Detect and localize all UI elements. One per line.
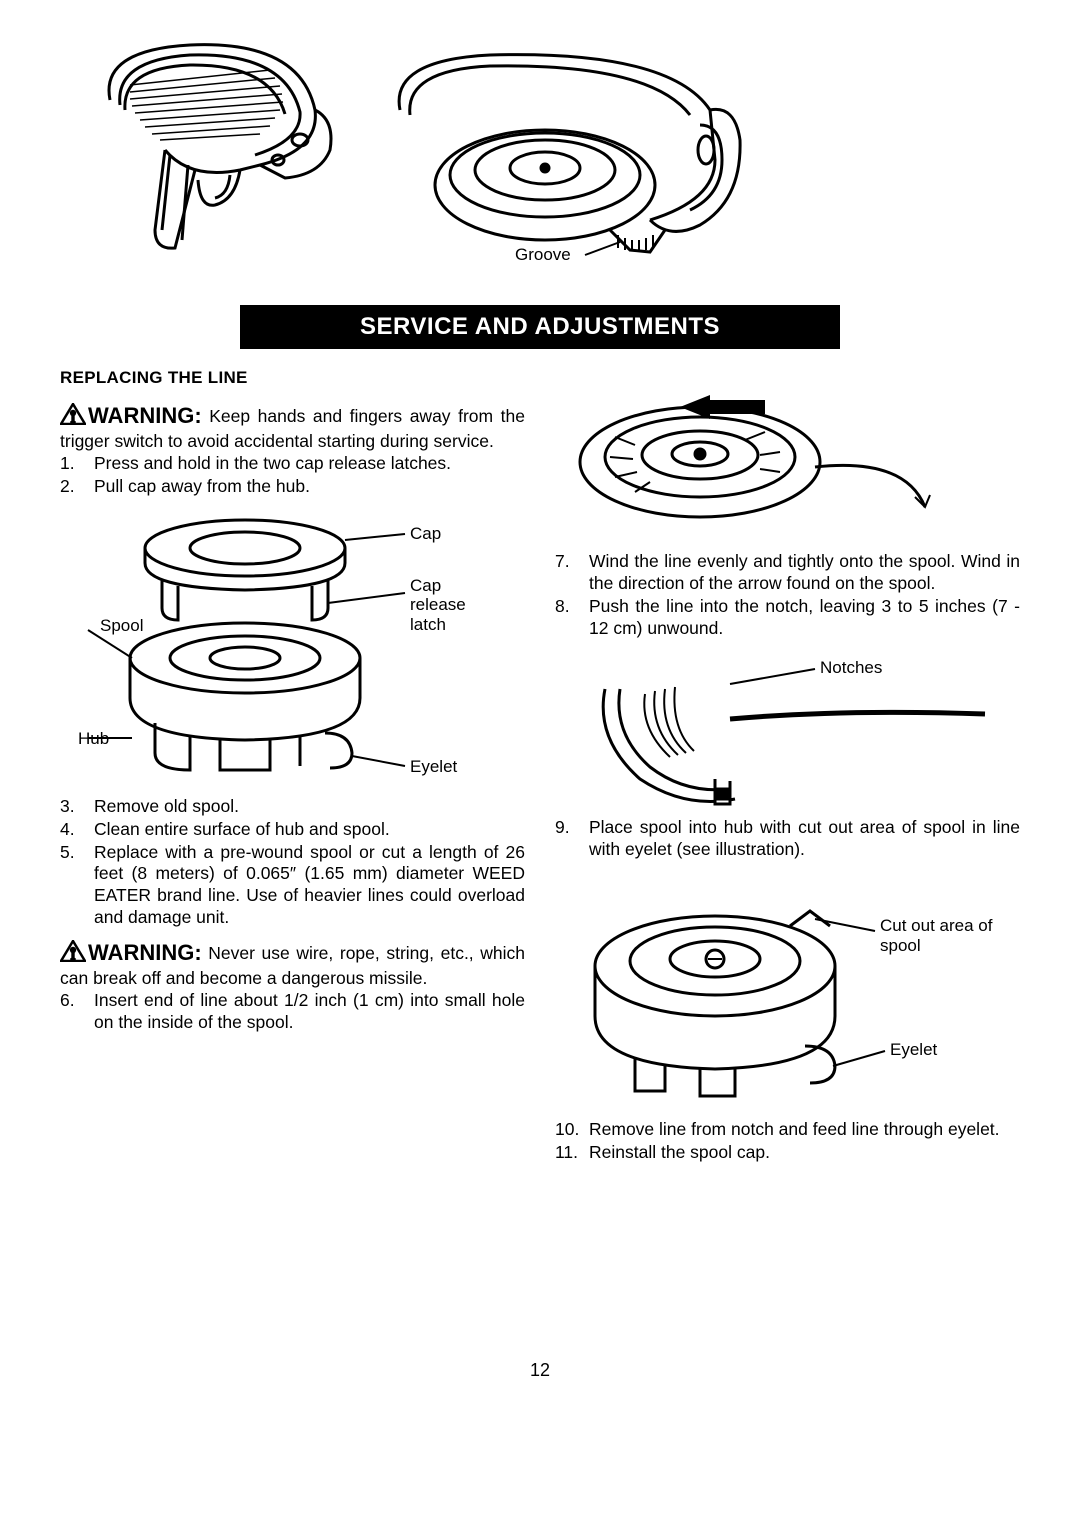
diagram-cutout-eyelet: Cut out area of spool Eyelet: [565, 871, 1005, 1111]
right-column: 7.Wind the line evenly and tightly onto …: [555, 367, 1020, 1165]
top-illustrations: Groove: [60, 30, 1020, 285]
warning-label: WARNING:: [88, 403, 202, 428]
list-item: 8.Push the line into the notch, leaving …: [555, 596, 1020, 640]
eyelet-label-2: Eyelet: [890, 1039, 937, 1060]
hub-label: Hub: [78, 728, 109, 749]
list-item: 4.Clean entire surface of hub and spool.: [60, 819, 525, 841]
diagram-hub-spool: Cap Cap release latch Spool Hub Eyelet: [70, 508, 490, 788]
spool-label: Spool: [100, 615, 143, 636]
list-item: 6.Insert end of line about 1/2 inch (1 c…: [60, 990, 525, 1034]
list-item: 1.Press and hold in the two cap release …: [60, 453, 525, 475]
steps-6: 6.Insert end of line about 1/2 inch (1 c…: [60, 990, 525, 1034]
warning-1: WARNING: Keep hands and fingers away fro…: [60, 402, 525, 453]
list-item: 7.Wind the line evenly and tightly onto …: [555, 551, 1020, 595]
cap-label: Cap: [410, 523, 441, 544]
cap-release-label: Cap release latch: [410, 576, 490, 635]
section-banner: SERVICE AND ADJUSTMENTS: [240, 305, 840, 349]
list-item: 10.Remove line from notch and feed line …: [555, 1119, 1020, 1141]
notches-label: Notches: [820, 657, 882, 678]
content-columns: REPLACING THE LINE WARNING: Keep hands a…: [60, 367, 1020, 1165]
warning-icon: [60, 403, 86, 431]
steps-10-11: 10.Remove line from notch and feed line …: [555, 1119, 1020, 1164]
diagram-notches: Notches: [585, 649, 1005, 809]
illustration-trimmer-head-side: Groove: [370, 30, 750, 285]
steps-3-5: 3.Remove old spool. 4.Clean entire surfa…: [60, 796, 525, 929]
list-item: 5.Replace with a pre-wound spool or cut …: [60, 842, 525, 930]
cutout-label: Cut out area of spool: [880, 916, 1005, 955]
warning-label: WARNING:: [88, 940, 202, 965]
page-number: 12: [0, 1360, 1080, 1381]
steps-7-8: 7.Wind the line evenly and tightly onto …: [555, 551, 1020, 640]
illustration-trigger-handle: [70, 30, 350, 285]
left-column: REPLACING THE LINE WARNING: Keep hands a…: [60, 367, 525, 1165]
subhead-replacing-line: REPLACING THE LINE: [60, 367, 525, 388]
list-item: 11.Reinstall the spool cap.: [555, 1142, 1020, 1164]
diagram-spool-arrow: [565, 377, 1020, 543]
list-item: 9.Place spool into hub with cut out area…: [555, 817, 1020, 861]
list-item: 2.Pull cap away from the hub.: [60, 476, 525, 498]
steps-1-2: 1.Press and hold in the two cap release …: [60, 453, 525, 498]
warning-2: WARNING: Never use wire, rope, string, e…: [60, 939, 525, 990]
groove-label: Groove: [515, 245, 571, 265]
eyelet-label-1: Eyelet: [410, 756, 457, 777]
steps-9: 9.Place spool into hub with cut out area…: [555, 817, 1020, 861]
warning-icon: [60, 940, 86, 968]
list-item: 3.Remove old spool.: [60, 796, 525, 818]
